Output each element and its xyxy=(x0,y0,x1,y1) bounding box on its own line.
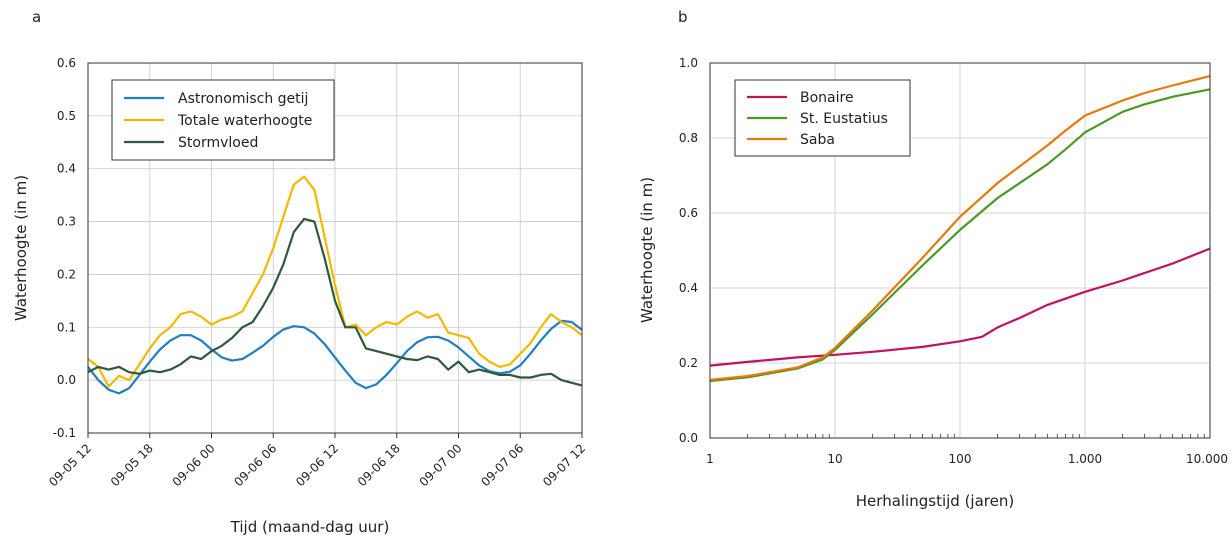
chart-a-x-tick-label: 09-05 12 xyxy=(46,441,94,489)
chart-b-x-tick-label: 100 xyxy=(949,452,972,466)
chart-a-series-line-2 xyxy=(87,175,583,388)
panel-label-a: a xyxy=(32,8,41,26)
chart-a-y-tick-label: 0.0 xyxy=(57,373,76,387)
chart-a-series-line-1 xyxy=(87,319,583,395)
chart-a-x-tick-label: 09-07 12 xyxy=(540,441,588,489)
chart-a-x-tick-label: 09-05 18 xyxy=(108,441,156,489)
chart-b-x-ticks: 1 10 100 1.000 10.000 xyxy=(706,434,1228,466)
chart-b-series xyxy=(709,75,1211,383)
chart-b-x-tick-label: 10.000 xyxy=(1186,452,1228,466)
chart-a-y-tick-label: 0.5 xyxy=(57,109,76,123)
chart-a-y-tick-label: -0.1 xyxy=(53,426,76,440)
chart-b-x-tick-label: 1.000 xyxy=(1068,452,1102,466)
chart-a-x-tick-label: 09-06 06 xyxy=(231,441,279,489)
chart-a-x-tick-label: 09-07 00 xyxy=(417,441,465,489)
chart-b-y-ticks: 0.0 0.2 0.4 0.6 0.8 1.0 xyxy=(679,56,698,445)
chart-a-y-tick-label: 0.3 xyxy=(57,215,76,229)
chart-b-y-tick-label: 0.8 xyxy=(679,131,698,145)
chart-a-legend-label: Totale waterhoogte xyxy=(177,113,312,129)
chart-b-legend-label: St. Eustatius xyxy=(800,111,888,127)
chart-a-x-tick-label: 09-06 00 xyxy=(170,441,218,489)
chart-b-y-tick-label: 0.2 xyxy=(679,356,698,370)
chart-b-legend: Bonaire St. Eustatius Saba xyxy=(734,79,911,157)
chart-a: a -0.10.00.10.20.30.40.50.6 09-05 12 09-0… xyxy=(12,8,588,536)
chart-b-legend-label: Saba xyxy=(800,132,835,148)
chart-a-x-axis-title: Tijd (maand-dag uur) xyxy=(230,518,390,536)
chart-b: b 0.0 0.2 0.4 0.6 0.8 1.0 1 10 100 1.000 10.000 H… xyxy=(638,8,1228,510)
chart-b-y-tick-label: 0.6 xyxy=(679,206,698,220)
chart-a-y-tick-label: 0.2 xyxy=(57,267,76,281)
chart-a-x-tick-label: 09-07 06 xyxy=(478,441,526,489)
chart-b-y-tick-label: 0.0 xyxy=(679,431,698,445)
chart-a-x-tick-label: 09-06 18 xyxy=(355,441,403,489)
chart-a-y-axis-title: Waterhoogte (in m) xyxy=(12,175,30,321)
chart-b-x-tick-label: 10 xyxy=(827,452,842,466)
chart-b-series-line-2 xyxy=(709,88,1211,383)
chart-b-series-line-3 xyxy=(709,75,1211,381)
chart-b-series-line-1 xyxy=(709,247,1211,367)
chart-a-x-tick-label: 09-06 12 xyxy=(293,441,341,489)
chart-a-series-line-3 xyxy=(87,217,583,387)
chart-a-x-ticks: 09-05 12 09-05 18 09-06 00 09-06 06 09-06 12… xyxy=(46,433,588,489)
chart-a-y-ticks: -0.1 0.0 0.1 0.2 0.3 0.4 0.5 0.6 xyxy=(53,56,76,440)
chart-b-y-axis-title: Waterhoogte (in m) xyxy=(638,177,656,323)
panel-label-b: b xyxy=(678,8,688,26)
chart-a-y-tick-label: 0.1 xyxy=(57,320,76,334)
chart-a-legend-label: Astronomisch getij xyxy=(178,91,308,107)
chart-b-y-tick-label: 0.4 xyxy=(679,281,698,295)
chart-b-legend-label: Bonaire xyxy=(800,90,854,106)
chart-b-x-axis-title: Herhalingstijd (jaren) xyxy=(856,492,1014,510)
chart-a-legend-label: Stormvloed xyxy=(178,135,258,151)
chart-b-plot-frame xyxy=(709,62,1211,439)
chart-b-y-tick-label: 1.0 xyxy=(679,56,698,70)
chart-a-y-tick-label: 0.6 xyxy=(57,56,76,70)
chart-a-legend: Astronomisch getij Totale waterhoogte Stor… xyxy=(111,79,335,161)
chart-a-series xyxy=(87,175,583,395)
chart-b-x-tick-label: 1 xyxy=(706,452,714,466)
chart-a-y-tick-label: 0.4 xyxy=(57,162,76,176)
